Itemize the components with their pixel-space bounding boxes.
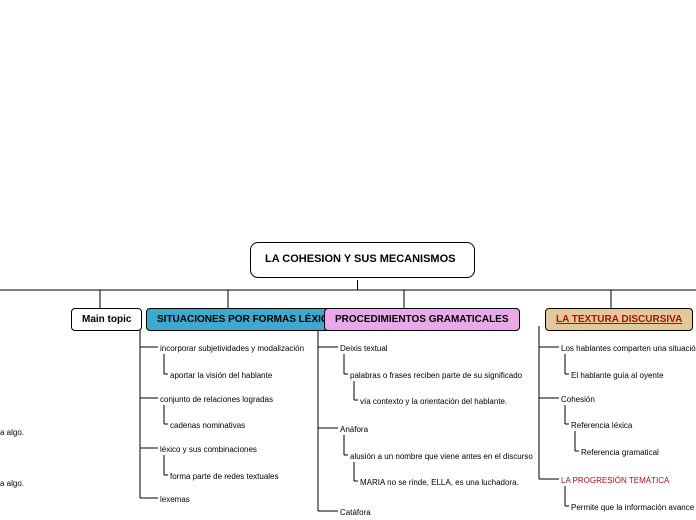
node: LA PROGRESIÓN TEMÁTICA	[561, 476, 669, 485]
node: conjunto de relaciones logradas	[160, 395, 273, 404]
node: MARIA no se rinde, ELLA, es una luchador…	[360, 478, 519, 487]
root-node: LA COHESION Y SUS MECANISMOS	[250, 242, 475, 278]
node: El hablante guía al oyente	[571, 371, 664, 380]
truncated-text: a algo.	[0, 428, 24, 437]
branch-lex[interactable]: SITUACIONES POR FORMAS LÉXICAS	[146, 308, 353, 331]
node: forma parte de redes textuales	[170, 472, 279, 481]
branch-gram[interactable]: PROCEDIMIENTOS GRAMATICALES	[324, 308, 520, 331]
node: Catáfora	[340, 508, 371, 517]
node: Deixis textual	[340, 344, 388, 353]
node: vía contexto y la orientación del hablan…	[360, 397, 507, 406]
node: incorporar subjetividades y modalización	[160, 344, 304, 353]
node: Referencia léxica	[571, 421, 632, 430]
node: aportar la visión del hablante	[170, 371, 272, 380]
node: lexemas	[160, 495, 190, 504]
branch-tex[interactable]: LA TEXTURA DISCURSIVA	[545, 308, 693, 331]
node: Referencia gramatical	[581, 448, 659, 457]
node: cadenas nominativas	[170, 421, 245, 430]
node: léxico y sus combinaciones	[160, 445, 257, 454]
node: Los hablantes comparten una situación	[561, 344, 696, 353]
truncated-text: a algo.	[0, 479, 24, 488]
node: Cohesión	[561, 395, 595, 404]
branch-main[interactable]: Main topic	[71, 308, 142, 331]
node: Permite que la información avance	[571, 503, 694, 512]
node: Anáfora	[340, 425, 368, 434]
node: alusión a un nombre que viene antes en e…	[350, 452, 533, 461]
node: palabras o frases reciben parte de su si…	[350, 371, 522, 380]
